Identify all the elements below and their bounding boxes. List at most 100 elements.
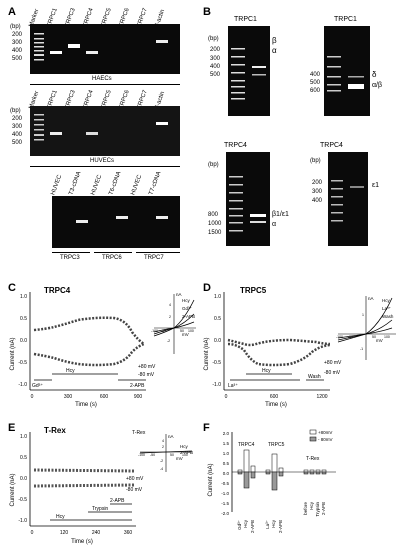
f-xcat: before (303, 502, 308, 515)
e-inset-ytick: 4 (162, 439, 164, 443)
c-inset-unit-x: mV (182, 332, 189, 337)
e-inset-unit-x: mV (176, 456, 183, 461)
panel-e-letter: E (8, 422, 16, 434)
e-inset-xtick: 50 (170, 453, 174, 457)
gel-haec-bands (34, 33, 168, 61)
d-inset-xtick: 50 (372, 335, 376, 339)
f-xcat: Hcy (309, 501, 314, 509)
c-inset-xtick: 100 (188, 329, 194, 333)
b-tl-title: TRPC1 (234, 16, 257, 23)
f-xcat: Hcy (271, 519, 276, 527)
b-br-title: TRPC4 (320, 142, 343, 149)
bp-tick: 400 (12, 132, 23, 138)
c-trace-label: -80 mV (138, 372, 155, 378)
e-inset-curve: Hcy (180, 444, 188, 449)
d-inset-xtick: -50 (348, 335, 353, 339)
panel-f-letter: F (203, 422, 210, 434)
c-bar-label: Hcy (66, 368, 75, 374)
e-inset-ytick: -2 (160, 459, 163, 463)
e-ytick: 1.0 (20, 434, 27, 440)
bp-tick: 400 (210, 64, 221, 70)
d-inset-curve: Hcy (382, 298, 390, 303)
f-ytick: -1.5 (221, 501, 229, 506)
gel-b-tr-bands (327, 56, 364, 92)
bp-tick: 500 (12, 140, 23, 146)
c-ytick: 0.5 (20, 316, 27, 322)
gel-cdna (52, 196, 180, 248)
d-ytick: 1.0 (214, 294, 221, 300)
c-inset-curve: 2-APB (182, 314, 195, 319)
e-ytick: -0.5 (18, 497, 27, 503)
gel-b-br (328, 152, 368, 246)
group-label: TRPC6 (102, 255, 122, 261)
d-bar-label: Hcy (262, 368, 271, 374)
bp-label: (bp) (10, 108, 21, 114)
f-xcat: Trypsin (315, 502, 320, 517)
d-trace-label: +80 mV (324, 360, 342, 366)
haec-label: HAECs (92, 76, 112, 82)
e-xtick: 360 (124, 530, 133, 536)
d-ytick: 0.0 (214, 338, 221, 344)
bp-tick: 600 (310, 88, 321, 94)
lane-label: T7-cDNA (148, 170, 163, 196)
d-bar-label: Wash (308, 374, 321, 380)
f-ytick: 0.5 (223, 461, 230, 466)
c-inset-unit-y: nA (176, 292, 182, 297)
c-inset-xtick: -100 (151, 329, 158, 333)
bp-tick: 300 (12, 40, 23, 46)
f-legend-swatch-pos (309, 429, 317, 435)
c-title: TRPC4 (44, 286, 71, 295)
lane-label: HUVEC (130, 174, 144, 196)
gel-haec (30, 24, 180, 74)
bp-tick: 200 (12, 116, 23, 122)
d-xtick: 600 (270, 394, 279, 400)
c-inset-curve: Gd³⁺ (182, 306, 193, 311)
f-ytick: -2.0 (221, 511, 229, 516)
c-inset-xtick: -50 (161, 329, 166, 333)
gel-b-bl-bands (229, 176, 266, 232)
panel-a-letter: A (8, 6, 16, 18)
e-bar-label: Hcy (56, 514, 65, 520)
e-trace-pos (33, 468, 135, 473)
e-inset-xtick: -100 (138, 453, 145, 457)
f-ytick: 0.0 (223, 471, 230, 476)
bp-label: (bp) (310, 158, 321, 164)
f-bars-trex (303, 469, 327, 475)
f-legend-label: +80mV (318, 430, 332, 435)
c-xlabel: Time (s) (75, 402, 97, 408)
d-ytick: 0.5 (214, 316, 221, 322)
c-ytick: -1.0 (18, 382, 27, 388)
d-ylabel: Current (nA) (204, 337, 210, 370)
e-xtick: 240 (92, 530, 101, 536)
arrow-delta: δ (372, 70, 377, 79)
e-title: T-Rex (44, 426, 66, 435)
e-inset: T-Rex nA mV Hcy 2-APB -100 -50 50 100 4 … (132, 430, 193, 472)
c-ytick: 0.0 (20, 338, 27, 344)
gel-b-bl (226, 152, 270, 246)
bp-tick: 300 (312, 189, 323, 195)
panel-c-letter: C (8, 282, 16, 294)
e-xlabel: Time (s) (71, 539, 93, 545)
d-inset-ytick: 1 (362, 313, 364, 317)
haec-underline (30, 84, 180, 85)
c-trace-neg (33, 342, 145, 367)
gel-b-tl (228, 26, 270, 116)
f-xcat: 2-APB (321, 502, 326, 515)
c-bar-label: Gd³⁺ (32, 383, 43, 389)
panel-b-letter: B (203, 6, 211, 18)
d-inset-curve: La³⁺ (382, 306, 392, 311)
c-ytick: 1.0 (20, 294, 27, 300)
d-trace-neg (227, 342, 331, 367)
c-ylabel: Current (nA) (10, 337, 16, 370)
bp-tick: 1000 (208, 221, 222, 227)
chart-e: Current (nA) 1.0 0.5 0.0 -0.5 -1.0 0 120… (10, 430, 193, 545)
d-inset-xtick: -100 (336, 335, 343, 339)
e-ytick: 0.0 (20, 476, 27, 482)
gel-b-tl-bands (231, 48, 266, 100)
d-inset: nA mV Hcy La³⁺ Wash -100 -50 50 100 1 -1 (336, 296, 396, 360)
bp-label: (bp) (10, 24, 21, 30)
bp-tick: 1500 (208, 230, 222, 236)
f-group-label: T-Rex (306, 456, 320, 462)
d-ytick: -0.5 (212, 360, 221, 366)
e-inset-xtick: -50 (150, 453, 155, 457)
